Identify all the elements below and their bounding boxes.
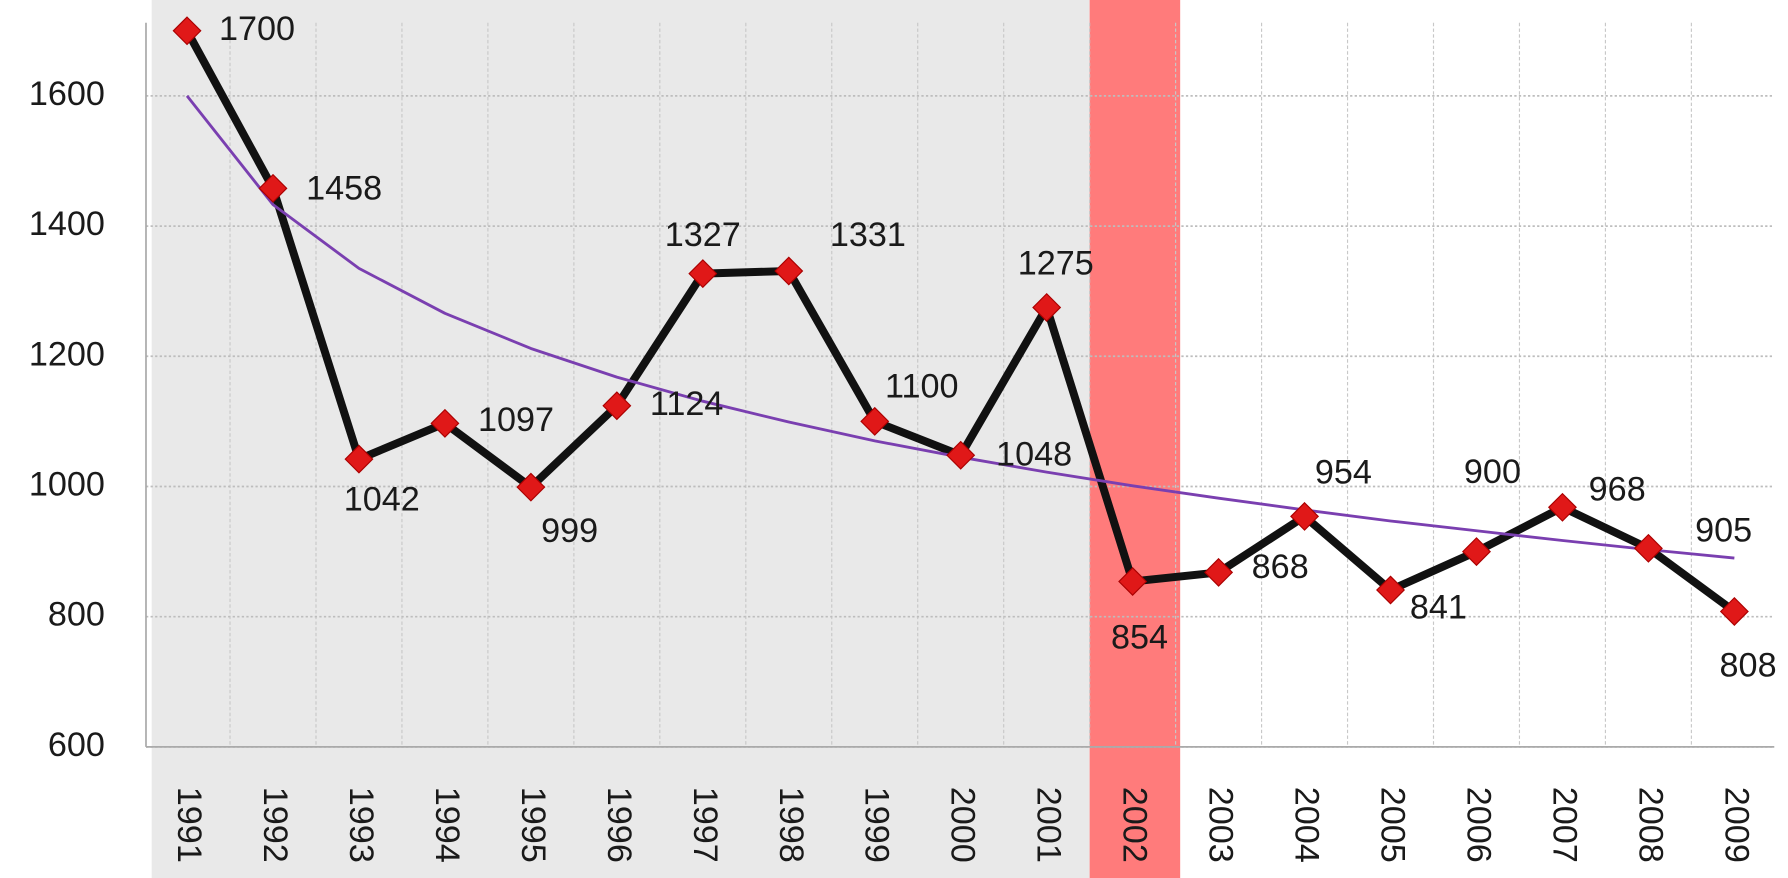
- marker: [172, 16, 202, 46]
- x-tick-label: 2002: [1116, 787, 1154, 863]
- y-tick-label: 1600: [29, 75, 105, 113]
- data-label: 868: [1252, 548, 1309, 586]
- data-label: 1331: [830, 216, 906, 254]
- marker: [602, 391, 632, 421]
- data-label: 1458: [306, 170, 382, 208]
- x-tick-label: 2003: [1202, 787, 1240, 863]
- data-label: 905: [1695, 511, 1752, 549]
- marker: [344, 444, 374, 474]
- marker: [516, 472, 546, 502]
- data-label: 1275: [1018, 244, 1094, 282]
- data-label: 1327: [665, 216, 741, 254]
- marker: [1204, 557, 1234, 587]
- data-label: 900: [1464, 453, 1521, 491]
- marker: [688, 259, 718, 289]
- x-tick-label: 2006: [1459, 787, 1497, 863]
- marker: [946, 440, 976, 470]
- marker: [1032, 292, 1062, 322]
- data-label: 841: [1410, 588, 1467, 626]
- marker: [1633, 533, 1663, 563]
- data-label: 1097: [478, 401, 554, 439]
- data-label: 1700: [219, 10, 295, 48]
- marker: [1547, 492, 1577, 522]
- marker: [1719, 596, 1749, 626]
- x-tick-label: 1998: [772, 787, 810, 863]
- x-tick-label: 1997: [686, 787, 724, 863]
- x-tick-label: 1993: [342, 787, 380, 863]
- y-tick-label: 1000: [29, 466, 105, 504]
- marker: [1290, 501, 1320, 531]
- data-label: 1100: [885, 367, 959, 405]
- x-tick-label: 1992: [256, 787, 294, 863]
- marker: [774, 256, 804, 286]
- x-tick-label: 2001: [1030, 787, 1068, 863]
- x-tick-label: 1994: [428, 787, 466, 863]
- y-tick-label: 800: [48, 596, 105, 634]
- data-label: 968: [1589, 470, 1646, 508]
- marker: [1118, 567, 1148, 597]
- marker: [1376, 575, 1406, 605]
- y-tick-label: 1400: [29, 205, 105, 243]
- y-tick-label: 1200: [29, 335, 105, 373]
- data-label: 1048: [996, 435, 1072, 473]
- marker: [860, 406, 890, 436]
- marker: [430, 408, 460, 438]
- x-tick-label: 1999: [858, 787, 896, 863]
- y-tick-label: 600: [48, 726, 105, 764]
- x-tick-label: 2009: [1717, 787, 1755, 863]
- shaded-region: [151, 0, 1090, 878]
- x-tick-label: 2008: [1631, 787, 1669, 863]
- x-tick-label: 2005: [1373, 787, 1411, 863]
- data-label: 808: [1720, 646, 1777, 684]
- data-label: 854: [1111, 619, 1168, 657]
- marker: [258, 173, 288, 203]
- data-label: 999: [541, 512, 598, 550]
- data-label: 954: [1315, 453, 1372, 491]
- highlight-band: [1089, 0, 1181, 878]
- x-tick-label: 1995: [514, 787, 552, 863]
- marker: [1461, 537, 1491, 567]
- x-tick-label: 1996: [600, 787, 638, 863]
- x-tick-label: 2004: [1288, 787, 1326, 863]
- data-label: 1042: [344, 480, 420, 518]
- data-label: 1124: [650, 385, 724, 423]
- x-tick-label: 2000: [944, 787, 982, 863]
- x-tick-label: 2007: [1545, 787, 1583, 863]
- x-tick-label: 1991: [170, 787, 208, 863]
